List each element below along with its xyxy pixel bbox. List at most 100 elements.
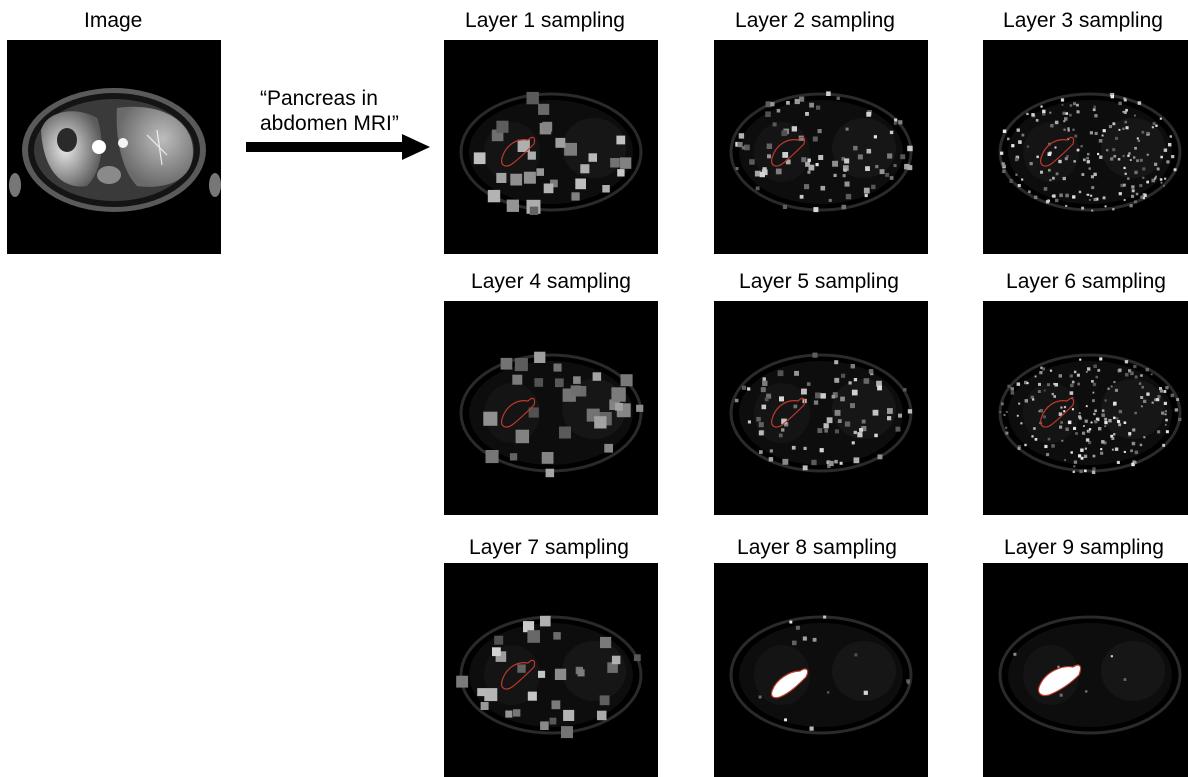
sampled-patch xyxy=(1100,451,1104,455)
layer-2-title: Layer 2 sampling xyxy=(735,9,895,32)
sampled-patch xyxy=(1087,367,1091,371)
sampled-patch xyxy=(845,193,852,200)
sampled-patch xyxy=(1016,128,1020,132)
layer-4-title: Layer 4 sampling xyxy=(471,270,631,293)
sampled-patch xyxy=(477,688,486,697)
sampled-patch xyxy=(1071,408,1074,411)
sampled-patch xyxy=(741,385,747,390)
sampled-patch xyxy=(1065,204,1068,207)
sampled-patch xyxy=(491,129,504,142)
sampled-patch xyxy=(1083,454,1088,458)
sampled-patch xyxy=(823,615,827,619)
sampled-patch xyxy=(1076,148,1080,152)
sampled-patch xyxy=(1015,173,1018,176)
sampled-patch xyxy=(1125,126,1129,130)
sampled-patch xyxy=(549,717,557,725)
sampled-patch xyxy=(812,136,818,142)
sampled-patch xyxy=(799,194,804,199)
sampled-patch xyxy=(807,170,811,174)
sampled-patch xyxy=(1017,447,1021,450)
sampled-patch xyxy=(1062,111,1066,115)
sampled-patch xyxy=(529,206,539,215)
sampled-patch xyxy=(1125,108,1128,112)
sampled-patch xyxy=(1151,178,1156,183)
input-image-title: Image xyxy=(84,9,143,32)
sampled-patch xyxy=(1137,139,1140,142)
sampled-patch xyxy=(542,121,553,132)
sampled-patch xyxy=(570,385,581,396)
sampled-patch xyxy=(513,709,521,717)
sampled-patch xyxy=(1110,94,1114,99)
sampled-patch xyxy=(620,374,633,387)
sampled-patch xyxy=(741,146,746,150)
sampled-patch xyxy=(559,426,571,439)
sampled-patch xyxy=(1131,462,1135,467)
sampled-patch xyxy=(850,364,855,369)
sampled-patch xyxy=(1115,136,1118,140)
sampled-patch xyxy=(744,144,750,151)
sampled-patch xyxy=(1052,194,1056,198)
sampled-patch xyxy=(1128,434,1131,437)
sampled-patch xyxy=(636,404,644,412)
sampled-patch xyxy=(1081,173,1085,176)
sampled-patch xyxy=(610,158,620,168)
sampled-patch xyxy=(1101,413,1105,417)
sampled-patch xyxy=(853,457,860,464)
sampled-patch xyxy=(767,154,771,159)
sampled-patch xyxy=(808,164,815,171)
sampled-patch xyxy=(1123,97,1126,100)
sampled-patch xyxy=(837,419,842,423)
sampled-patch xyxy=(1110,655,1113,658)
sampled-patch xyxy=(1142,176,1145,179)
sampled-patch xyxy=(571,192,580,201)
sampled-patch xyxy=(1157,395,1161,399)
sampled-patch xyxy=(495,651,507,662)
sampled-patch xyxy=(1077,382,1080,386)
sampled-patch xyxy=(1040,105,1043,108)
sampled-patch xyxy=(1159,117,1162,120)
sampled-patch xyxy=(832,160,838,167)
sampled-patch xyxy=(611,655,621,665)
sampled-patch xyxy=(1032,398,1035,401)
sampled-patch xyxy=(1084,469,1087,473)
sampled-patch xyxy=(1122,183,1126,187)
sampled-patch xyxy=(826,691,830,694)
sampled-patch xyxy=(1150,373,1153,376)
sampled-patch xyxy=(1084,419,1088,423)
sampled-patch xyxy=(1157,430,1161,434)
sampled-patch xyxy=(1031,113,1035,117)
sampled-patch xyxy=(1010,387,1014,391)
sampled-patch xyxy=(1123,110,1127,114)
sampled-patch xyxy=(594,416,607,429)
sampled-patch xyxy=(1026,382,1029,385)
sampled-patch xyxy=(1164,423,1167,426)
sampled-patch xyxy=(1072,195,1076,199)
sampled-patch xyxy=(1145,367,1149,372)
sampled-patch xyxy=(1171,155,1175,159)
sampled-patch xyxy=(1146,180,1149,184)
sampled-patch xyxy=(828,198,832,202)
sampled-patch xyxy=(816,105,821,110)
sampled-patch xyxy=(817,428,823,433)
layer-5-panel xyxy=(714,301,928,515)
sampled-patch xyxy=(484,688,498,702)
sampled-patch xyxy=(805,161,811,167)
sampled-patch xyxy=(907,409,913,414)
mri-scan-graphic xyxy=(9,88,221,212)
sampled-patch xyxy=(1055,198,1059,203)
sampled-patch xyxy=(1091,470,1096,474)
sampled-patch xyxy=(843,165,849,171)
sampled-patch xyxy=(770,102,775,107)
sampled-patch xyxy=(1141,130,1145,134)
sampled-patch xyxy=(1122,127,1125,130)
sampled-patch xyxy=(1076,110,1080,114)
sampled-patch xyxy=(1130,371,1134,376)
sampled-patch xyxy=(1124,360,1129,364)
sampled-patch xyxy=(1132,428,1136,432)
sampled-patch xyxy=(538,103,550,115)
sampled-patch xyxy=(1104,399,1107,402)
sampled-patch xyxy=(541,452,554,464)
sampled-patch xyxy=(534,351,546,363)
sampled-patch xyxy=(1112,148,1116,152)
sampled-patch xyxy=(851,389,858,396)
